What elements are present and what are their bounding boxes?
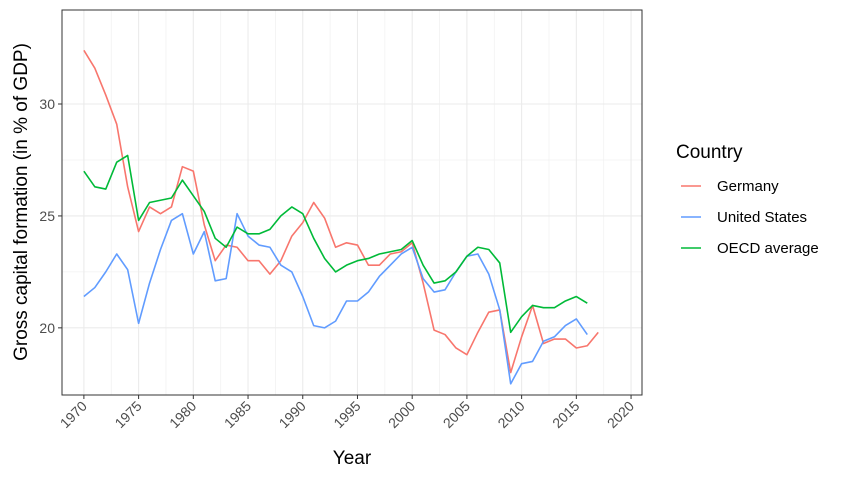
- legend-title: Country: [676, 142, 743, 163]
- series-line-germany: [83, 49, 599, 374]
- x-tick-label: 1985: [221, 398, 254, 431]
- x-tick-label: 2020: [604, 398, 637, 431]
- minor-gridlines: [62, 10, 642, 395]
- y-axis-title: Gross capital formation (in % of GDP): [11, 43, 32, 361]
- x-tick-label: 1995: [330, 398, 363, 431]
- y-tick-label: 25: [39, 208, 55, 224]
- x-tick-label: 2010: [494, 398, 527, 431]
- x-tick-label: 2005: [440, 398, 473, 431]
- x-tick-label: 2015: [549, 398, 582, 431]
- panel-border: [61, 9, 643, 396]
- legend-label: OECD average: [717, 240, 819, 257]
- x-tick-label: 1975: [111, 398, 144, 431]
- x-tick-label: 2000: [385, 398, 418, 431]
- y-axis: 20 25 30: [39, 96, 62, 336]
- major-gridlines: [62, 10, 642, 395]
- x-tick-label: 1980: [166, 398, 199, 431]
- series-lines: [83, 49, 599, 385]
- x-tick-label: 1990: [276, 398, 309, 431]
- series-line-oecd-average: [83, 154, 588, 334]
- legend-items: Germany United States OECD average: [681, 178, 819, 257]
- panel-background: [62, 10, 642, 395]
- legend-label: United States: [717, 209, 807, 226]
- x-tick-label: 1970: [57, 398, 90, 431]
- y-tick-label: 20: [39, 320, 55, 336]
- x-axis-title: Year: [333, 448, 372, 469]
- x-axis: 1970 1975 1980 1985 1990 1995 2000 2005 2010 2015…: [57, 395, 637, 431]
- y-tick-label: 30: [39, 96, 55, 112]
- legend: Country Germany United States OECD average: [676, 142, 819, 257]
- series-line-united-states: [83, 212, 588, 385]
- legend-label: Germany: [717, 178, 779, 195]
